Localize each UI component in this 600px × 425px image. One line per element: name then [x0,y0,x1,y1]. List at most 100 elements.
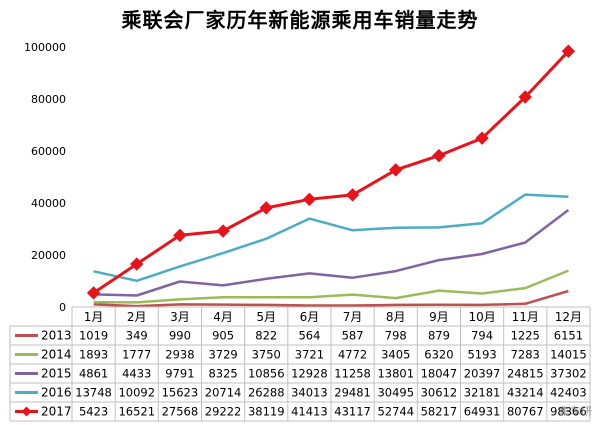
data-label: 27568 [162,405,199,419]
data-label: 4433 [122,367,151,381]
data-label: 29222 [205,405,242,419]
legend-label: 2016 [41,386,72,400]
x-tick-label: 3月 [170,310,190,324]
series-line-2017 [92,50,570,295]
x-tick-label: 10月 [468,310,495,324]
data-label: 20714 [205,386,242,400]
series-line-2015 [93,209,570,297]
data-label: 798 [385,329,407,343]
data-label: 822 [255,329,277,343]
y-tick-label: 100000 [24,41,66,54]
data-label: 1225 [511,329,540,343]
x-tick-label: 5月 [256,310,276,324]
data-point-2017 [302,192,317,207]
data-label: 34013 [291,386,328,400]
data-point-2017 [173,228,187,243]
x-tick-label: 2月 [127,310,147,324]
data-label: 26288 [248,386,285,400]
data-label: 905 [212,329,234,343]
data-label: 30495 [377,386,414,400]
legend-label: 2015 [41,367,72,381]
data-label: 13801 [377,367,414,381]
data-label: 29481 [334,386,371,400]
y-tick-label: 40000 [31,197,66,210]
data-label: 64931 [464,405,501,419]
data-label: 42403 [550,386,587,400]
data-point-2017 [389,163,403,177]
data-label: 6320 [424,348,453,362]
data-point-2017 [518,90,532,104]
data-label: 8325 [208,367,237,381]
data-label: 13748 [75,386,112,400]
data-label: 1893 [79,348,108,362]
data-label: 3405 [381,348,410,362]
data-label: 10856 [248,367,285,381]
data-label: 32181 [464,386,501,400]
data-label: 3721 [295,348,324,362]
x-tick-label: 8月 [386,310,406,324]
data-label: 10092 [118,386,155,400]
x-tick-label: 7月 [343,310,363,324]
data-label: 9791 [165,367,194,381]
data-label: 43214 [507,386,544,400]
data-label: 20397 [464,367,501,381]
data-point-2017 [475,131,489,145]
y-tick-label: 60000 [31,145,66,158]
data-label: 37302 [550,367,587,381]
data-label: 990 [169,329,191,343]
data-label: 6151 [554,329,583,343]
legend-label: 2017 [41,405,72,419]
x-tick-label: 1月 [84,310,104,324]
data-point-2017 [561,44,576,58]
y-tick-label: 80000 [31,93,66,106]
data-label: 4861 [79,367,108,381]
data-point-2017 [130,257,144,271]
data-label: 5423 [79,405,108,419]
data-label: 794 [471,329,493,343]
data-label: 14015 [550,348,587,362]
data-point-2017 [216,224,230,238]
data-label: 58217 [421,405,458,419]
watermark: 集车研 [559,405,592,418]
data-label: 4772 [338,348,367,362]
data-label: 2938 [165,348,194,362]
series-line-2014 [93,269,569,304]
legend-marker-2017 [21,406,32,417]
series-line-2013 [93,289,569,308]
y-tick-label: 20000 [31,249,66,262]
x-tick-label: 6月 [300,310,320,324]
data-label: 564 [298,329,320,343]
data-label: 1777 [122,348,151,362]
data-label: 41413 [291,405,328,419]
data-point-2017 [259,201,273,215]
data-label: 879 [428,329,450,343]
x-tick-label: 4月 [213,310,233,324]
data-label: 1019 [79,329,108,343]
y-tick-label: 0 [59,301,66,314]
data-label: 11258 [334,367,371,381]
data-label: 43117 [334,405,371,419]
legend-label: 2013 [41,329,72,343]
x-tick-label: 9月 [429,310,449,324]
legend-label: 2014 [41,348,72,362]
data-label: 38119 [248,405,285,419]
x-tick-label: 11月 [512,310,539,324]
data-label: 5193 [467,348,496,362]
data-point-2017 [432,148,446,163]
data-point-2017 [86,286,101,300]
data-label: 24815 [507,367,544,381]
data-label: 3729 [208,348,237,362]
data-label: 18047 [421,367,458,381]
data-label: 587 [342,329,364,343]
data-label: 12928 [291,367,328,381]
data-label: 16521 [118,405,155,419]
data-label: 7283 [511,348,540,362]
data-point-2017 [345,188,360,202]
data-label: 349 [126,329,148,343]
series-line-2016 [93,193,569,283]
data-label: 15623 [162,386,199,400]
data-label: 30612 [421,386,458,400]
x-tick-label: 12月 [555,310,582,324]
